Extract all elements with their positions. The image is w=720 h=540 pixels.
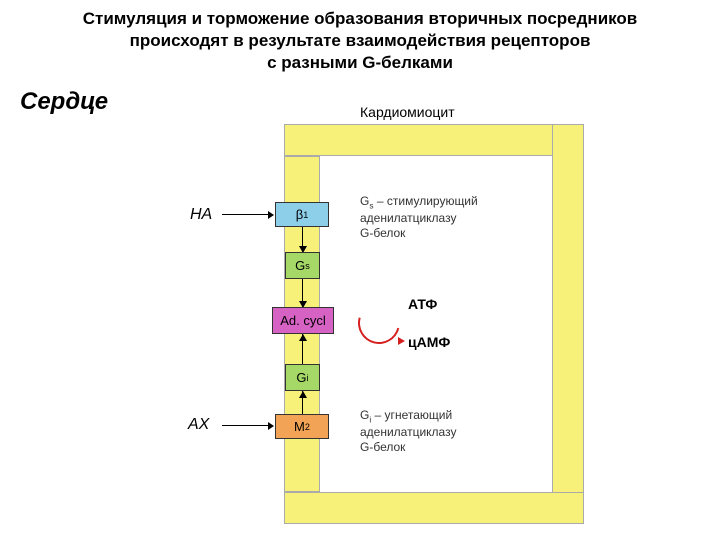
cell-membrane-right <box>552 124 584 524</box>
title-line-1: Стимуляция и торможение образования втор… <box>83 9 638 28</box>
camp-label: цАМФ <box>408 334 450 350</box>
atp-label: АТФ <box>408 296 437 312</box>
box-m2-receptor: M2 <box>275 414 329 439</box>
page-title: Стимуляция и торможение образования втор… <box>60 8 660 74</box>
arrow-right-red-icon <box>398 337 405 345</box>
box-adenylate-cyclase: Ad. cycl <box>272 307 334 334</box>
arrow-up-icon <box>299 334 307 341</box>
ax-label: АХ <box>188 416 209 434</box>
heart-label: Сердце <box>20 88 108 116</box>
arrow-up-icon <box>299 391 307 398</box>
cell-label: Кардиомиоцит <box>360 104 455 120</box>
ha-arrow-line <box>222 214 270 215</box>
diagram: Кардиомиоцит β1 Gs Ad. cycl Gi M2 НА АХ … <box>270 112 590 524</box>
arrow-right-icon <box>268 422 274 430</box>
cell-membrane-top <box>284 124 584 156</box>
box-gi-protein: Gi <box>285 364 320 391</box>
title-line-3: с разными G-белками <box>267 53 453 72</box>
ha-label: НА <box>190 206 212 224</box>
title-line-2: происходят в результате взаимодействия р… <box>130 31 591 50</box>
gi-annotation: Gi – угнетающийаденилатциклазуG-белок <box>360 408 510 455</box>
box-gs-protein: Gs <box>285 252 320 279</box>
cell-membrane-bottom <box>284 492 584 524</box>
ax-arrow-line <box>222 425 270 426</box>
box-beta1-receptor: β1 <box>275 202 329 227</box>
gs-annotation: Gs – стимулирующийаденилатциклазуG-белок <box>360 194 510 241</box>
arrow-right-icon <box>268 211 274 219</box>
